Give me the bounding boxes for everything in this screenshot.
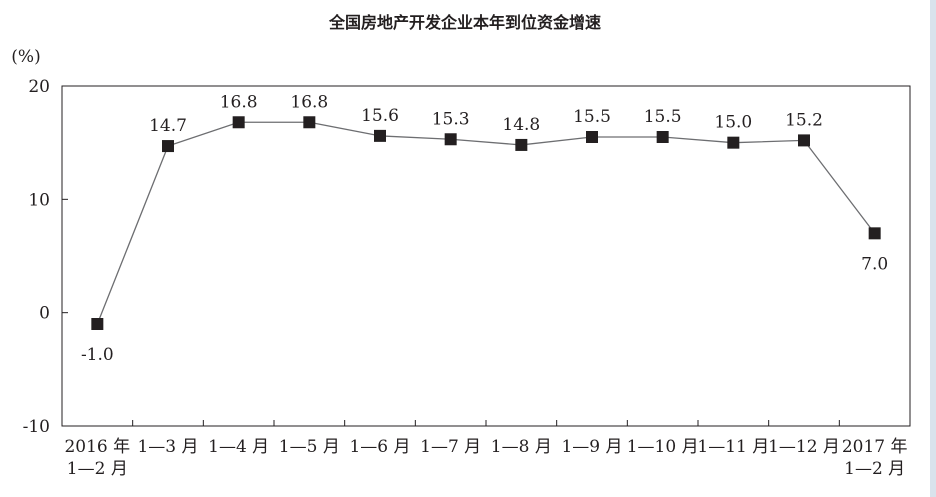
x-tick-label: 1—3 月 (137, 437, 198, 457)
data-label: 15.2 (785, 110, 823, 130)
x-tick-label: 1—7 月 (420, 437, 481, 457)
data-point-marker (868, 227, 881, 240)
x-tick-label-line: 1—6 月 (349, 437, 410, 457)
x-tick-label: 2016 年 1—2 月 (64, 437, 130, 479)
data-label: 15.6 (361, 106, 399, 126)
data-label: -1.0 (81, 345, 114, 365)
data-point-marker (162, 140, 174, 153)
data-label: 7.0 (861, 254, 888, 274)
series-line (91, 116, 881, 330)
y-tick-label: 20 (28, 77, 50, 97)
x-tick-label: 2017 年 1—2 月 (842, 437, 908, 479)
x-tick-label-line: 1—11 月 (697, 437, 769, 457)
data-label: 15.5 (573, 107, 611, 127)
window-edge (930, 0, 936, 497)
data-point-marker (91, 318, 104, 330)
chart-title: 全国房地产开发企业本年到位资金增速 (328, 13, 601, 32)
data-point-marker (515, 138, 528, 151)
x-tick-label: 1—8 月 (491, 437, 552, 457)
data-point-marker (374, 129, 386, 142)
data-labels: -1.0 14.7 16.8 16.8 15.6 15.3 14.8 15.5 15.5 15.0… (81, 92, 888, 365)
x-tick-label-line: 1—7 月 (420, 437, 481, 457)
x-tick-label-line: 1—12 月 (768, 437, 840, 457)
x-tick-label: 1—11 月 (697, 437, 769, 457)
data-label: 15.0 (714, 113, 752, 133)
data-point-marker (232, 116, 245, 129)
data-point-marker (586, 131, 598, 143)
data-point-marker (727, 136, 740, 149)
x-tick-label-line: 2017 年 (842, 437, 908, 457)
data-point-marker (798, 134, 810, 147)
x-tick-label: 1—9 月 (561, 437, 622, 457)
y-tick-label: -10 (23, 417, 50, 437)
x-tick-label-line: 1—2 月 (67, 459, 128, 479)
y-tick-label: 0 (39, 304, 50, 324)
data-label: 16.8 (220, 92, 258, 112)
x-tick-label-line: 1—4 月 (208, 437, 269, 457)
x-tick-label-line: 1—10 月 (627, 437, 699, 457)
x-tick-label-line: 1—3 月 (137, 437, 198, 457)
data-label: 15.3 (432, 109, 470, 129)
x-tick-label-line: 1—9 月 (561, 437, 622, 457)
data-label: 16.8 (290, 92, 328, 112)
data-point-marker (444, 133, 457, 146)
series-polyline (96, 121, 876, 325)
data-label: 14.7 (149, 116, 187, 136)
x-tick-label-line: 1—8 月 (491, 437, 552, 457)
data-point-marker (303, 116, 316, 129)
data-point-marker (656, 131, 669, 143)
x-tick-label: 1—6 月 (349, 437, 410, 457)
x-tick-label: 1—5 月 (279, 437, 340, 457)
data-label: 14.8 (502, 115, 540, 135)
x-tick-label-line: 1—2 月 (844, 459, 905, 479)
x-tick-label-line: 1—5 月 (279, 437, 340, 457)
x-tick-label: 1—12 月 (768, 437, 840, 457)
plot-frame (61, 85, 911, 427)
x-tick-label: 1—10 月 (627, 437, 699, 457)
y-axis-unit: (%) (11, 47, 40, 67)
y-tick-label: 10 (28, 190, 50, 210)
x-tick-label: 1—4 月 (208, 437, 269, 457)
x-tick-label-line: 2016 年 (64, 437, 130, 457)
data-label: 15.5 (644, 107, 682, 127)
